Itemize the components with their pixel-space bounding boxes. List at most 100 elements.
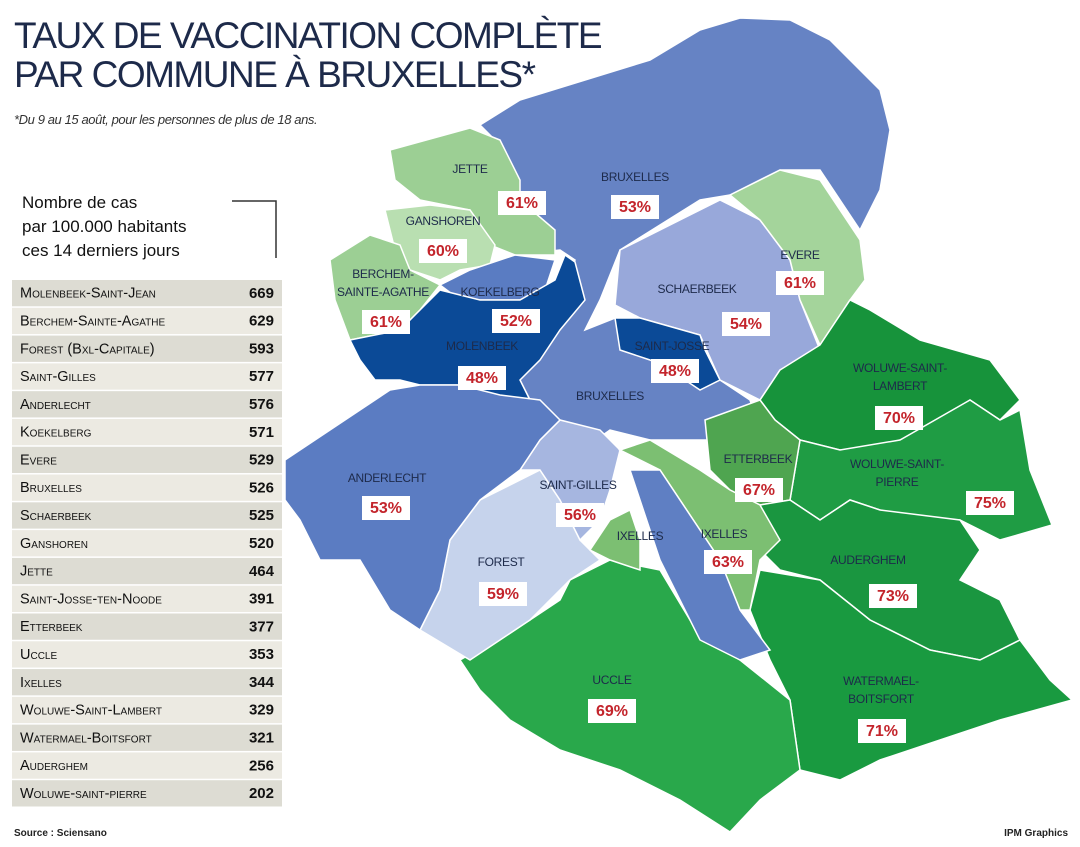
case-count: 377 — [249, 618, 274, 635]
table-heading-line: par 100.000 habitants — [22, 217, 186, 236]
map-labels: JETTE 61% GANSHOREN 60% BERCHEM- SAINTE-AGATH… — [337, 162, 1014, 743]
case-count: 329 — [249, 702, 274, 719]
pct-box — [458, 366, 506, 390]
vaccination-rate: 70% — [883, 410, 915, 427]
table-row-bg — [12, 780, 282, 807]
commune-name: Molenbeek-Saint-Jean — [20, 286, 156, 302]
table-row-bg — [12, 418, 282, 446]
case-count: 571 — [249, 424, 274, 441]
vaccination-rate: 53% — [370, 500, 402, 517]
commune-label: JETTE — [452, 162, 487, 176]
vaccination-rate: 54% — [730, 316, 762, 333]
vaccination-rate: 71% — [866, 723, 898, 740]
commune-label: AUDERGHEM — [830, 553, 906, 567]
vaccination-rate: 73% — [877, 588, 909, 605]
commune-label: EVERE — [780, 248, 819, 262]
table-row-bg — [12, 307, 282, 335]
commune-label: GANSHOREN — [406, 214, 481, 228]
pct-box — [419, 239, 467, 263]
pct-box — [479, 582, 527, 606]
vaccination-rate: 75% — [974, 495, 1006, 512]
case-count: 256 — [249, 757, 274, 774]
vaccination-rate: 53% — [619, 199, 651, 216]
vaccination-rate: 61% — [784, 275, 816, 292]
pct-box — [776, 271, 824, 295]
commune-label: ANDERLECHT — [348, 471, 427, 485]
table-heading: Nombre de cas par 100.000 habitants ces … — [22, 193, 277, 260]
pct-box — [362, 496, 410, 520]
table-row-bg — [12, 752, 282, 779]
vaccination-rate: 48% — [659, 363, 691, 380]
title-line: TAUX DE VACCINATION COMPLÈTE — [14, 15, 602, 56]
case-count: 529 — [249, 452, 274, 469]
region-berchem — [329, 234, 442, 341]
table-row-bg — [12, 502, 282, 529]
pct-box — [722, 312, 770, 336]
pct-box — [588, 699, 636, 723]
table-row-bg — [12, 474, 282, 501]
pct-box — [735, 478, 783, 502]
commune-label: WOLUWE-SAINT- — [853, 361, 947, 375]
case-count: 202 — [249, 785, 274, 802]
table-row-bg — [12, 557, 282, 585]
vaccination-rate: 67% — [743, 482, 775, 499]
commune-name: Saint-Gilles — [20, 369, 96, 385]
commune-label: SAINT-GILLES — [539, 478, 616, 492]
commune-label: PIERRE — [876, 475, 919, 489]
region-anderlecht — [284, 384, 562, 632]
commune-label: BERCHEM- — [352, 267, 414, 281]
map — [284, 17, 1074, 833]
case-count: 344 — [249, 674, 275, 691]
case-count: 391 — [249, 591, 274, 608]
table-row-bg — [12, 446, 282, 474]
pct-box — [875, 406, 923, 430]
credit: IPM Graphics — [1004, 828, 1068, 839]
commune-name: Berchem-Sainte-Agathe — [20, 314, 165, 330]
table: Molenbeek-Saint-Jean 669 Berchem-Sainte-Ag… — [12, 280, 282, 807]
table-row-bg — [12, 335, 282, 362]
table-row-bg — [12, 641, 282, 668]
table-row-bg — [12, 280, 282, 307]
commune-label: ETTERBEEK — [724, 452, 793, 466]
commune-name: Saint-Josse-ten-Noode — [20, 591, 162, 607]
commune-label: SAINT-JOSSE — [635, 339, 710, 353]
commune-name: Ixelles — [20, 675, 62, 691]
commune-label: IXELLES — [617, 529, 664, 543]
commune-name: Bruxelles — [20, 480, 82, 496]
commune-label: SAINTE-AGATHE — [337, 285, 429, 299]
commune-name: Forest (Bxl-Capitale) — [20, 341, 155, 357]
vaccination-rate: 52% — [500, 313, 532, 330]
subtitle: *Du 9 au 15 août, pour les personnes de … — [14, 112, 317, 127]
commune-label: WOLUWE-SAINT- — [850, 457, 944, 471]
commune-label: UCCLE — [592, 673, 631, 687]
table-row-bg — [12, 724, 282, 751]
pct-box — [704, 550, 752, 574]
vaccination-rate: 61% — [506, 195, 538, 212]
commune-name: Etterbeek — [20, 619, 83, 635]
source: Source : Sciensano — [14, 828, 107, 839]
commune-name: Auderghem — [20, 758, 88, 774]
case-count: 353 — [249, 646, 274, 663]
commune-name: Evere — [20, 452, 57, 468]
commune-label: SCHAERBEEK — [657, 282, 736, 296]
pct-box — [858, 719, 906, 743]
table-row-bg — [12, 585, 282, 612]
commune-label: KOEKELBERG — [460, 285, 539, 299]
region-molenbeek — [348, 253, 586, 401]
commune-label: MOLENBEEK — [446, 339, 518, 353]
table-row-bg — [12, 363, 282, 390]
case-count: 526 — [249, 479, 274, 496]
region-bruxelles-south — [628, 469, 772, 661]
commune-label: FOREST — [478, 555, 526, 569]
table-row-bg — [12, 391, 282, 418]
commune-label: LAMBERT — [873, 379, 928, 393]
case-count: 629 — [249, 313, 274, 330]
table-row-bg — [12, 669, 282, 696]
commune-label: WATERMAEL- — [843, 674, 919, 688]
region-watermael-boitsfort — [749, 569, 1074, 781]
vaccination-rate: 63% — [712, 554, 744, 571]
region-uccle — [458, 559, 801, 833]
pct-box — [362, 310, 410, 334]
commune-label: IXELLES — [701, 527, 748, 541]
